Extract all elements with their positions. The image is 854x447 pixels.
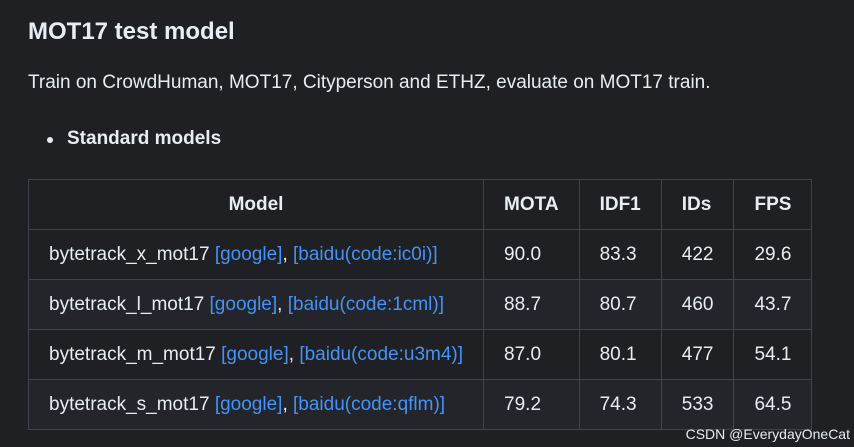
model-name: bytetrack_l_mot17 — [49, 293, 205, 315]
link-separator: , — [277, 293, 288, 315]
google-link[interactable]: [google] — [221, 343, 289, 365]
table-header-row: Model MOTA IDF1 IDs FPS — [27, 179, 813, 230]
bullet-icon — [47, 137, 53, 143]
mota-cell: 88.7 — [483, 279, 580, 330]
google-link[interactable]: [google] — [214, 393, 283, 415]
idf1-cell: 74.3 — [578, 379, 662, 430]
ids-cell: 533 — [660, 379, 735, 430]
fps-cell: 64.5 — [733, 379, 813, 430]
idf1-cell: 80.1 — [578, 329, 662, 380]
idf1-cell: 83.3 — [578, 229, 662, 280]
model-name: bytetrack_m_mot17 — [49, 343, 216, 365]
mota-cell: 87.0 — [483, 329, 580, 380]
model-cell: bytetrack_m_mot17 [google], [baidu(code:… — [27, 329, 485, 380]
model-cell: bytetrack_l_mot17 [google], [baidu(code:… — [27, 279, 485, 330]
baidu-link[interactable]: [baidu(code:u3m4)] — [299, 343, 464, 365]
models-list: Standard models — [28, 128, 221, 150]
fps-cell: 29.6 — [733, 229, 813, 280]
header-mota: MOTA — [483, 179, 580, 230]
link-separator: , — [288, 343, 300, 365]
model-cell: bytetrack_x_mot17 [google], [baidu(code:… — [27, 229, 485, 280]
table-row: bytetrack_x_mot17 [google], [baidu(code:… — [27, 229, 813, 280]
section-description: Train on CrowdHuman, MOT17, Cityperson a… — [28, 72, 711, 93]
watermark: CSDN @EverydayOneCat — [685, 426, 850, 442]
google-link[interactable]: [google] — [214, 243, 283, 265]
mota-cell: 90.0 — [483, 229, 580, 280]
mota-cell: 79.2 — [483, 379, 580, 430]
list-item-label: Standard models — [67, 128, 222, 149]
idf1-cell: 80.7 — [578, 279, 662, 330]
link-separator: , — [282, 243, 293, 265]
header-model: Model — [27, 179, 485, 230]
list-item-standard-models: Standard models — [28, 128, 221, 150]
model-name: bytetrack_s_mot17 — [49, 393, 210, 415]
results-table: Model MOTA IDF1 IDs FPS bytetrack_x_mot1… — [27, 179, 813, 430]
baidu-link[interactable]: [baidu(code:qflm)] — [293, 393, 446, 415]
header-fps: FPS — [733, 179, 813, 230]
model-name: bytetrack_x_mot17 — [49, 243, 210, 265]
table-row: bytetrack_s_mot17 [google], [baidu(code:… — [27, 379, 813, 430]
ids-cell: 477 — [660, 329, 735, 380]
header-idf1: IDF1 — [578, 179, 662, 230]
link-separator: , — [282, 393, 293, 415]
section-title: MOT17 test model — [28, 18, 235, 45]
baidu-link[interactable]: [baidu(code:ic0i)] — [293, 243, 438, 265]
header-ids: IDs — [660, 179, 735, 230]
model-cell: bytetrack_s_mot17 [google], [baidu(code:… — [27, 379, 485, 430]
ids-cell: 460 — [660, 279, 735, 330]
fps-cell: 43.7 — [733, 279, 813, 330]
google-link[interactable]: [google] — [209, 293, 278, 315]
ids-cell: 422 — [660, 229, 735, 280]
table-row: bytetrack_l_mot17 [google], [baidu(code:… — [27, 279, 813, 330]
baidu-link[interactable]: [baidu(code:1cml)] — [287, 293, 445, 315]
table-row: bytetrack_m_mot17 [google], [baidu(code:… — [27, 329, 813, 380]
fps-cell: 54.1 — [733, 329, 813, 380]
